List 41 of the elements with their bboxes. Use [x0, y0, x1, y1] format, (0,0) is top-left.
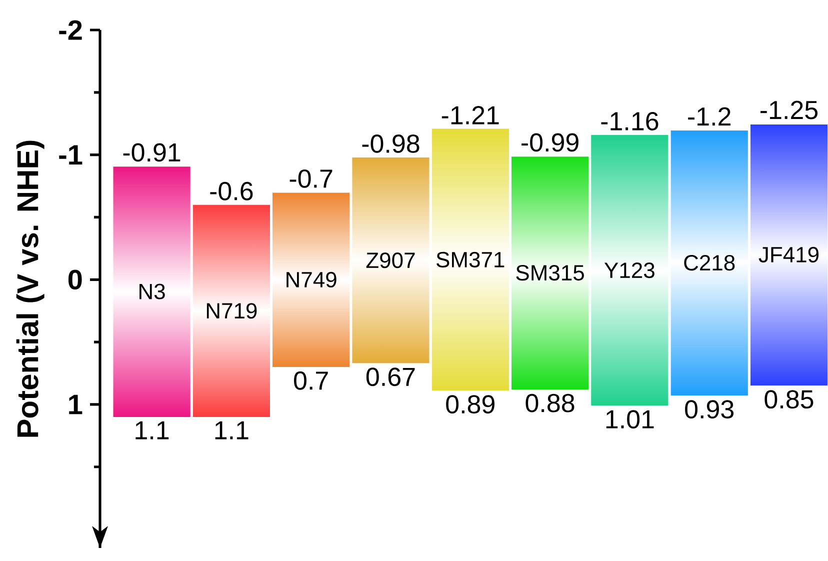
- y-tick-label: 0: [68, 270, 82, 290]
- x-tick-label: Y123: [604, 262, 654, 278]
- y-tick-label: -2: [59, 20, 82, 40]
- annotation: 1.1: [215, 421, 248, 440]
- annotation: 0.88: [526, 394, 574, 412]
- bar: [272, 192, 350, 368]
- annotation: -1.16: [601, 112, 658, 130]
- annotation: 0.85: [764, 390, 814, 409]
- bar: [352, 157, 430, 364]
- bar: [511, 156, 589, 390]
- x-tick-label: SM315: [516, 265, 584, 281]
- annotation: -0.98: [362, 134, 420, 153]
- annotation: -0.6: [210, 182, 253, 200]
- y-tick-label: -1: [59, 145, 82, 164]
- annotation: 0.7: [294, 371, 328, 390]
- annotation: -1.2: [688, 107, 730, 126]
- annotation: 0.67: [366, 368, 415, 386]
- x-tick-label: JF419: [758, 246, 819, 262]
- bar: [432, 128, 510, 391]
- x-tick-label: N749: [286, 272, 336, 288]
- annotation: 0.89: [446, 395, 494, 414]
- bar: [113, 166, 190, 417]
- x-tick-label: Z907: [366, 252, 415, 268]
- x-tick-label: N719: [206, 303, 257, 319]
- bar: [750, 124, 828, 386]
- x-tick-label: SM371: [436, 252, 504, 268]
- bar: [192, 204, 270, 417]
- annotation: 1.1: [136, 421, 169, 440]
- annotation: -0.7: [290, 169, 332, 188]
- x-tick-label: N3: [140, 284, 165, 300]
- x-tick-label: C218: [684, 255, 735, 271]
- bar: [670, 130, 748, 396]
- annotation: 1.01: [606, 410, 654, 429]
- annotation: -0.99: [522, 133, 578, 152]
- annotation: -0.91: [123, 143, 180, 162]
- y-axis-title: Potential (V vs. NHE): [16, 140, 44, 437]
- annotation: 0.93: [685, 400, 734, 419]
- annotation: -1.21: [442, 106, 499, 124]
- bar: [591, 134, 668, 406]
- annotation: -1.25: [760, 100, 818, 120]
- y-tick-label: 1: [69, 394, 82, 414]
